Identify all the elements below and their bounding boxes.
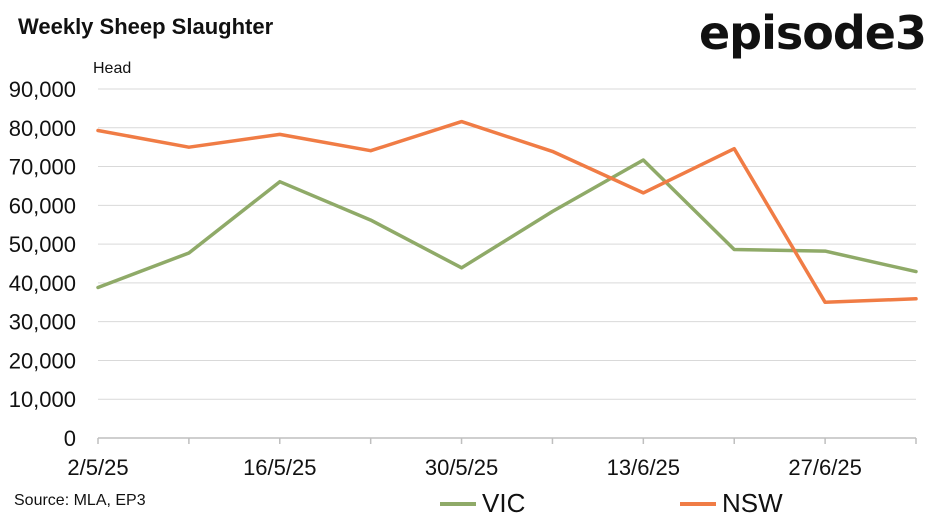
x-tick-label: 13/6/25 <box>607 455 680 480</box>
series-line-vic <box>96 158 918 290</box>
y-tick-label: 40,000 <box>9 271 76 296</box>
y-tick-label: 50,000 <box>9 232 76 257</box>
y-axis-unit-label: Head <box>93 60 132 77</box>
y-tick-labels: 0 10,000 20,000 30,000 40,000 50,000 60,000 70,… <box>9 77 76 451</box>
y-tick-label: 20,000 <box>9 348 76 373</box>
y-tick-label: 30,000 <box>9 310 76 335</box>
chart-title: Weekly Sheep Slaughter <box>18 14 274 39</box>
y-tick-label: 70,000 <box>9 155 76 180</box>
x-tick-label: 2/5/25 <box>67 455 128 480</box>
legend-label-nsw: NSW <box>722 488 783 518</box>
y-tick-label: 0 <box>64 426 76 451</box>
x-tick-labels: 2/5/25 16/5/25 30/5/25 13/6/25 27/6/25 <box>67 455 861 480</box>
y-tick-label: 80,000 <box>9 116 76 141</box>
brand-logo: episode3 <box>698 6 927 60</box>
x-tick-label: 27/6/25 <box>788 455 861 480</box>
series-line-nsw <box>96 119 918 305</box>
y-tick-label: 10,000 <box>9 387 76 412</box>
x-axis <box>97 437 917 444</box>
legend-item-vic: VIC <box>440 488 525 519</box>
legend-label-vic: VIC <box>482 488 526 518</box>
legend-swatch-vic <box>440 501 476 506</box>
legend-item-nsw: NSW <box>680 488 783 519</box>
series-lines <box>96 119 918 305</box>
x-tick-label: 16/5/25 <box>243 455 316 480</box>
gridlines <box>98 88 916 400</box>
source-note: Source: MLA, EP3 <box>14 492 146 509</box>
legend-swatch-nsw <box>680 501 716 506</box>
y-tick-label: 90,000 <box>9 77 76 102</box>
y-tick-label: 60,000 <box>9 193 76 218</box>
x-tick-label: 30/5/25 <box>425 455 498 480</box>
